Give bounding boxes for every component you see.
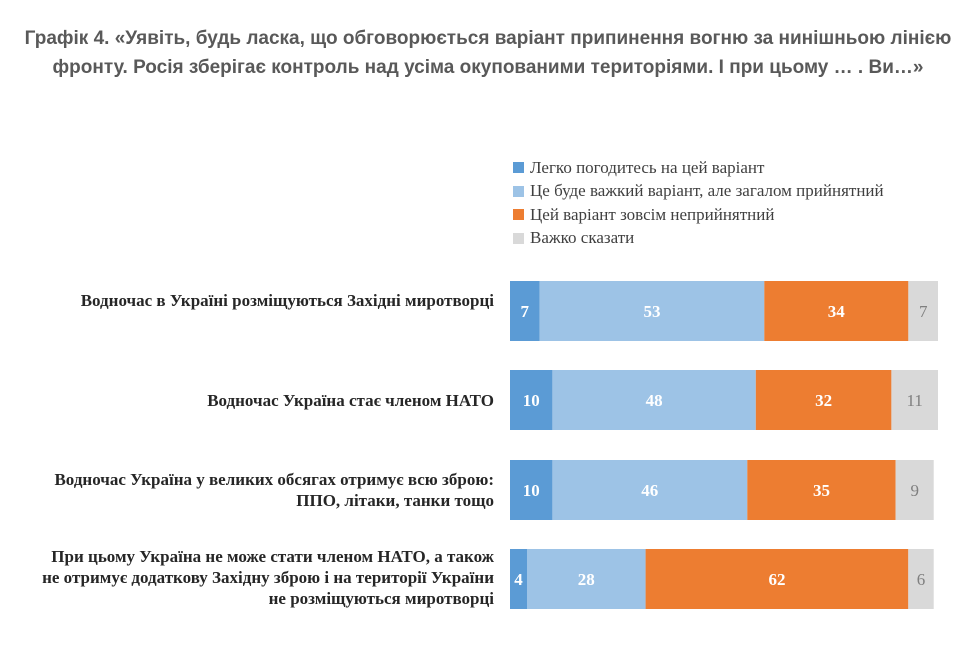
legend-item-hard-to-say: Важко сказати	[513, 227, 884, 251]
bar-segment-hard-acceptable-row1	[539, 281, 765, 341]
category-label-weapons: Водночас Україна у великих обсягах отрим…	[54, 470, 494, 510]
legend: Легко погодитесь на цей варіант Це буде …	[513, 156, 884, 250]
legend-item-hard-acceptable: Це буде важкий варіант, але загалом прий…	[513, 180, 884, 204]
legend-swatch-unacceptable	[513, 209, 524, 221]
bar-segment-unacceptable-row2	[755, 370, 892, 430]
data-label-hard-to-say-row3: 9	[910, 481, 919, 500]
bar-segment-easy-row4	[510, 549, 527, 609]
legend-label-easy: Легко погодитесь на цей варіант	[530, 157, 765, 177]
legend-swatch-hard-to-say	[513, 232, 524, 244]
bar-segment-hard-to-say-row4	[908, 549, 934, 609]
chart-title: Графік 4. «Уявіть, будь ласка, що обгово…	[24, 28, 952, 78]
data-label-unacceptable-row4: 62	[769, 570, 786, 589]
legend-label-hard-acceptable: Це буде важкий варіант, але загалом прий…	[530, 181, 884, 201]
legend-label-unacceptable: Цей варіант зовсім неприйнятний	[530, 204, 775, 224]
bar-segment-easy-row2	[510, 370, 553, 430]
data-label-hard-to-say-row1: 7	[919, 302, 928, 321]
bar-segment-unacceptable-row3	[747, 460, 896, 520]
data-label-hard-acceptable-row3: 46	[641, 481, 658, 500]
data-label-easy-row3: 10	[523, 481, 540, 500]
legend-swatch-hard-acceptable	[513, 185, 524, 197]
legend-item-easy: Легко погодитесь на цей варіант	[513, 156, 884, 180]
bar-segment-easy-row3	[510, 460, 553, 520]
data-label-easy-row1: 7	[521, 302, 530, 321]
data-label-hard-to-say-row2: 11	[907, 391, 923, 410]
legend-label-hard-to-say: Важко сказати	[530, 228, 635, 248]
data-label-unacceptable-row3: 35	[813, 481, 830, 500]
category-label-nato: Водночас Україна стає членом НАТО	[207, 391, 494, 410]
bar-segment-hard-acceptable-row4	[527, 549, 646, 609]
bar-segment-hard-to-say-row3	[895, 460, 934, 520]
data-label-easy-row2: 10	[523, 391, 540, 410]
data-label-hard-acceptable-row2: 48	[646, 391, 663, 410]
data-label-hard-acceptable-row1: 53	[644, 302, 661, 321]
category-label-no-guarantees: При цьому Україна не може стати членом Н…	[42, 547, 494, 608]
data-label-hard-acceptable-row4: 28	[578, 570, 595, 589]
bar-segment-hard-to-say-row2	[891, 370, 938, 430]
data-label-hard-to-say-row4: 6	[917, 570, 926, 589]
bar-segment-unacceptable-row1	[764, 281, 909, 341]
category-label-peacekeepers: Водночас в Україні розміщуються Західні …	[80, 291, 494, 310]
data-label-easy-row4: 4	[514, 570, 523, 589]
bar-segment-hard-to-say-row1	[908, 281, 938, 341]
bar-segment-unacceptable-row4	[645, 549, 909, 609]
legend-swatch-easy	[513, 162, 524, 174]
bar-segment-hard-acceptable-row2	[552, 370, 756, 430]
bar-segment-easy-row1	[510, 281, 540, 341]
bar-segment-hard-acceptable-row3	[552, 460, 748, 520]
legend-item-unacceptable: Цей варіант зовсім неприйнятний	[513, 203, 884, 227]
data-label-unacceptable-row1: 34	[828, 302, 846, 321]
data-label-unacceptable-row2: 32	[815, 391, 832, 410]
